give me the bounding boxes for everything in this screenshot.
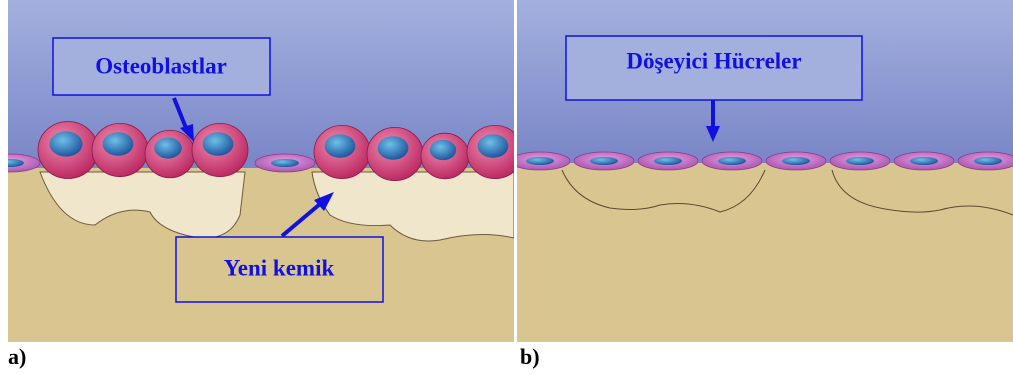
nucleus	[325, 134, 356, 158]
nucleus	[782, 157, 810, 165]
nucleus	[430, 140, 456, 160]
label: Osteoblastlar	[95, 53, 227, 78]
label: Yeni kemik	[224, 255, 335, 280]
caption: b)	[520, 344, 540, 369]
nucleus	[526, 157, 554, 165]
nucleus	[271, 159, 299, 167]
nucleus	[974, 157, 1002, 165]
nucleus	[378, 136, 409, 160]
nucleus	[103, 132, 134, 156]
nucleus	[50, 131, 83, 156]
label: Döşeyici Hücreler	[626, 48, 801, 73]
illustration: Osteoblastlar Yeni kemik Döşeyici Hücrel…	[0, 0, 1013, 375]
caption: a)	[8, 344, 26, 369]
nucleus	[654, 157, 682, 165]
nucleus	[154, 138, 182, 159]
nucleus	[478, 134, 509, 158]
nucleus	[718, 157, 746, 165]
nucleus	[910, 157, 938, 165]
nucleus	[590, 157, 618, 165]
nucleus	[846, 157, 874, 165]
nucleus	[203, 132, 234, 156]
